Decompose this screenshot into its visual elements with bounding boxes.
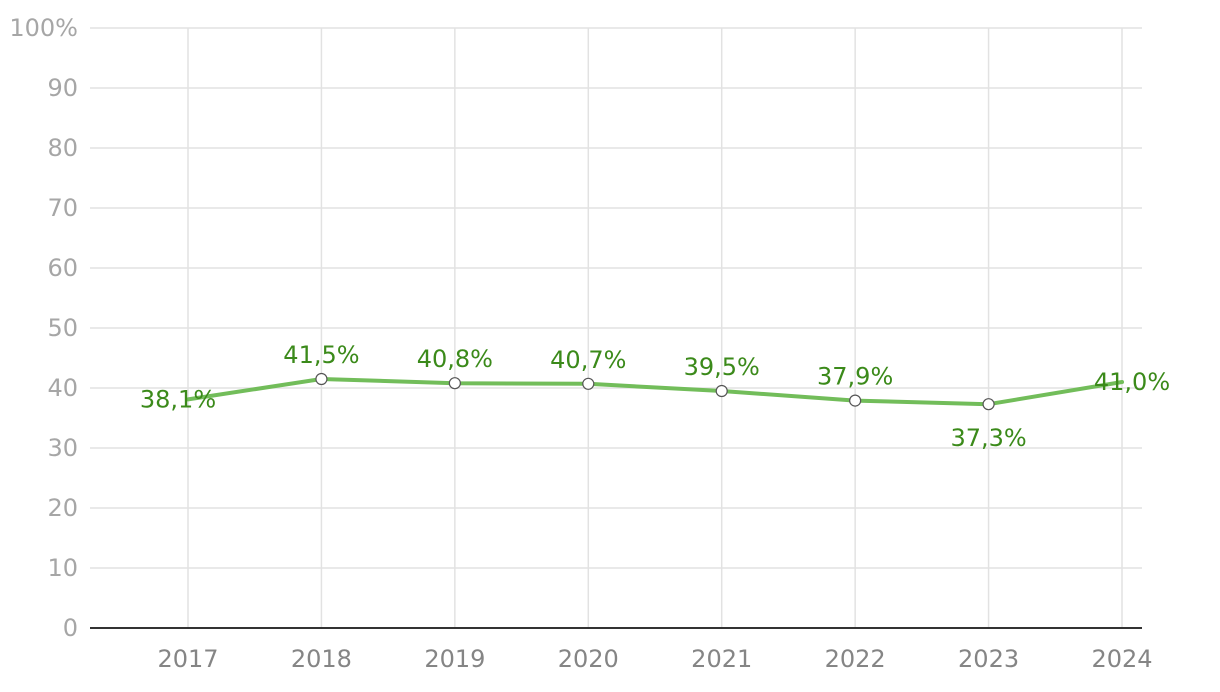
data-point bbox=[582, 377, 595, 390]
data-point bbox=[315, 372, 328, 386]
data-label: 41,0% bbox=[1094, 368, 1170, 396]
x-tick-label: 2017 bbox=[157, 645, 218, 673]
y-tick-label: 30 bbox=[47, 434, 78, 462]
data-point bbox=[849, 394, 862, 407]
data-point bbox=[448, 377, 461, 390]
series bbox=[186, 372, 1124, 411]
gridlines bbox=[90, 27, 1142, 628]
data-label: 39,5% bbox=[684, 353, 760, 381]
x-tick-label: 2018 bbox=[291, 645, 352, 673]
y-tick-label: 90 bbox=[47, 74, 78, 102]
axes: 0 10 20 30 40 50 60 70 80 90 100% 2017 2018 2019 2020 2… bbox=[9, 14, 1152, 673]
series-line bbox=[186, 377, 1124, 407]
data-point bbox=[715, 384, 728, 398]
x-tick-label: 2021 bbox=[691, 645, 752, 673]
x-tick-label: 2023 bbox=[958, 645, 1019, 673]
y-tick-label: 100% bbox=[9, 14, 78, 42]
data-labels: 38,1% 41,5% 40,8% 40,7% 39,5% 37,9% 37,3% 41,0% bbox=[140, 341, 1170, 452]
y-tick-label: 20 bbox=[47, 494, 78, 522]
x-tick-label: 2022 bbox=[825, 645, 886, 673]
x-tick-label: 2024 bbox=[1091, 645, 1152, 673]
data-label: 40,7% bbox=[550, 346, 626, 374]
data-label: 37,3% bbox=[950, 424, 1026, 452]
y-tick-label: 0 bbox=[63, 614, 78, 642]
y-tick-label: 60 bbox=[47, 254, 78, 282]
y-tick-label: 50 bbox=[47, 314, 78, 342]
data-label: 37,9% bbox=[817, 363, 893, 391]
y-tick-label: 40 bbox=[47, 374, 78, 402]
data-label: 41,5% bbox=[283, 341, 359, 369]
data-point bbox=[982, 398, 995, 411]
y-tick-label: 70 bbox=[47, 194, 78, 222]
y-tick-label: 10 bbox=[47, 554, 78, 582]
data-label: 40,8% bbox=[417, 345, 493, 373]
x-tick-label: 2020 bbox=[558, 645, 619, 673]
x-tick-label: 2019 bbox=[424, 645, 485, 673]
data-label: 38,1% bbox=[140, 385, 216, 413]
y-tick-label: 80 bbox=[47, 134, 78, 162]
